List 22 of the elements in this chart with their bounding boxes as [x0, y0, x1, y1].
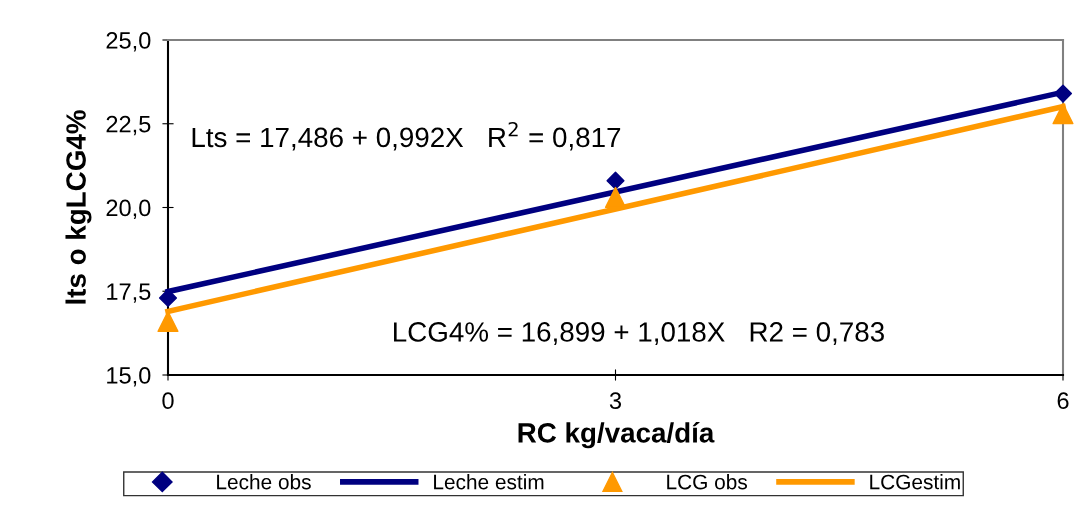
legend-label: Leche obs — [217, 474, 311, 490]
legend-label: LCGestim — [870, 474, 960, 490]
point — [1052, 103, 1074, 125]
annotation: Lts = 17,486 + 0,992X R$^{2}$ = 0,817 — [192, 121, 621, 151]
y-tick-label: 20,0 — [106, 199, 151, 220]
point — [606, 171, 625, 190]
y-tick-label: 15,0 — [107, 367, 151, 387]
legend-label: LCG obs — [667, 474, 747, 490]
x-tick-label: 0 — [162, 392, 174, 410]
y-tick-label: 22,5 — [106, 115, 151, 136]
annotation: LCG4% = 16,899 + 1,018X R2 = 0,783 — [394, 322, 884, 346]
point — [158, 288, 178, 308]
y-axis-title: lts o kgLCG4% — [65, 110, 92, 304]
x-tick-label: 6 — [1057, 392, 1069, 410]
point — [1053, 84, 1073, 103]
x-tick-label: 3 — [609, 392, 622, 410]
y-tick-label: 17,5 — [107, 283, 151, 303]
x-axis-title: RC kg/vaca/día — [518, 422, 715, 449]
point — [157, 310, 179, 332]
legend-label: Leche estim — [434, 474, 544, 490]
y-tick-label: 25,0 — [106, 32, 151, 52]
point — [604, 186, 627, 209]
